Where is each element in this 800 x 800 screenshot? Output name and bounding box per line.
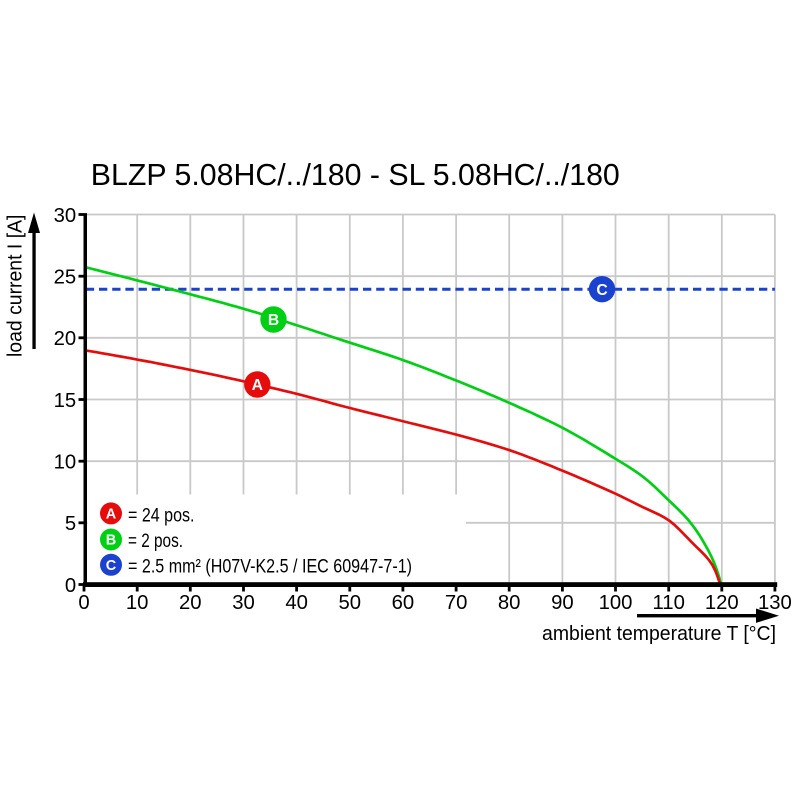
- svg-text:130: 130: [758, 592, 792, 614]
- svg-text:C: C: [106, 558, 117, 574]
- svg-text:ambient temperature T [°C]: ambient temperature T [°C]: [542, 623, 776, 645]
- svg-text:25: 25: [54, 267, 77, 289]
- svg-text:40: 40: [285, 592, 308, 614]
- svg-text:100: 100: [599, 592, 633, 614]
- svg-text:A: A: [106, 507, 117, 523]
- svg-text:30: 30: [232, 592, 255, 614]
- svg-text:50: 50: [339, 592, 362, 614]
- svg-text:15: 15: [54, 390, 77, 412]
- svg-text:70: 70: [445, 592, 468, 614]
- svg-text:B: B: [268, 312, 279, 329]
- svg-text:A: A: [252, 377, 263, 394]
- svg-text:120: 120: [705, 592, 739, 614]
- svg-text:0: 0: [78, 592, 89, 614]
- svg-text:90: 90: [551, 592, 574, 614]
- svg-text:30: 30: [54, 205, 77, 227]
- svg-text:5: 5: [65, 513, 76, 535]
- svg-text:BLZP 5.08HC/../180 - SL 5.08HC: BLZP 5.08HC/../180 - SL 5.08HC/../180: [91, 159, 620, 192]
- svg-text:110: 110: [653, 592, 685, 614]
- svg-text:60: 60: [392, 592, 415, 614]
- svg-text:load current I [A]: load current I [A]: [5, 215, 27, 358]
- svg-text:20: 20: [54, 328, 77, 350]
- svg-text:= 2.5 mm² (H07V-K2.5 / IEC 609: = 2.5 mm² (H07V-K2.5 / IEC 60947-7-1): [128, 555, 412, 577]
- svg-text:C: C: [596, 282, 607, 299]
- svg-text:10: 10: [126, 592, 149, 614]
- svg-text:0: 0: [65, 575, 76, 597]
- svg-text:= 2 pos.: = 2 pos.: [128, 530, 183, 552]
- svg-text:20: 20: [179, 592, 202, 614]
- svg-text:10: 10: [54, 452, 77, 474]
- svg-text:80: 80: [498, 592, 521, 614]
- svg-text:B: B: [106, 533, 116, 549]
- svg-text:= 24 pos.: = 24 pos.: [128, 505, 195, 527]
